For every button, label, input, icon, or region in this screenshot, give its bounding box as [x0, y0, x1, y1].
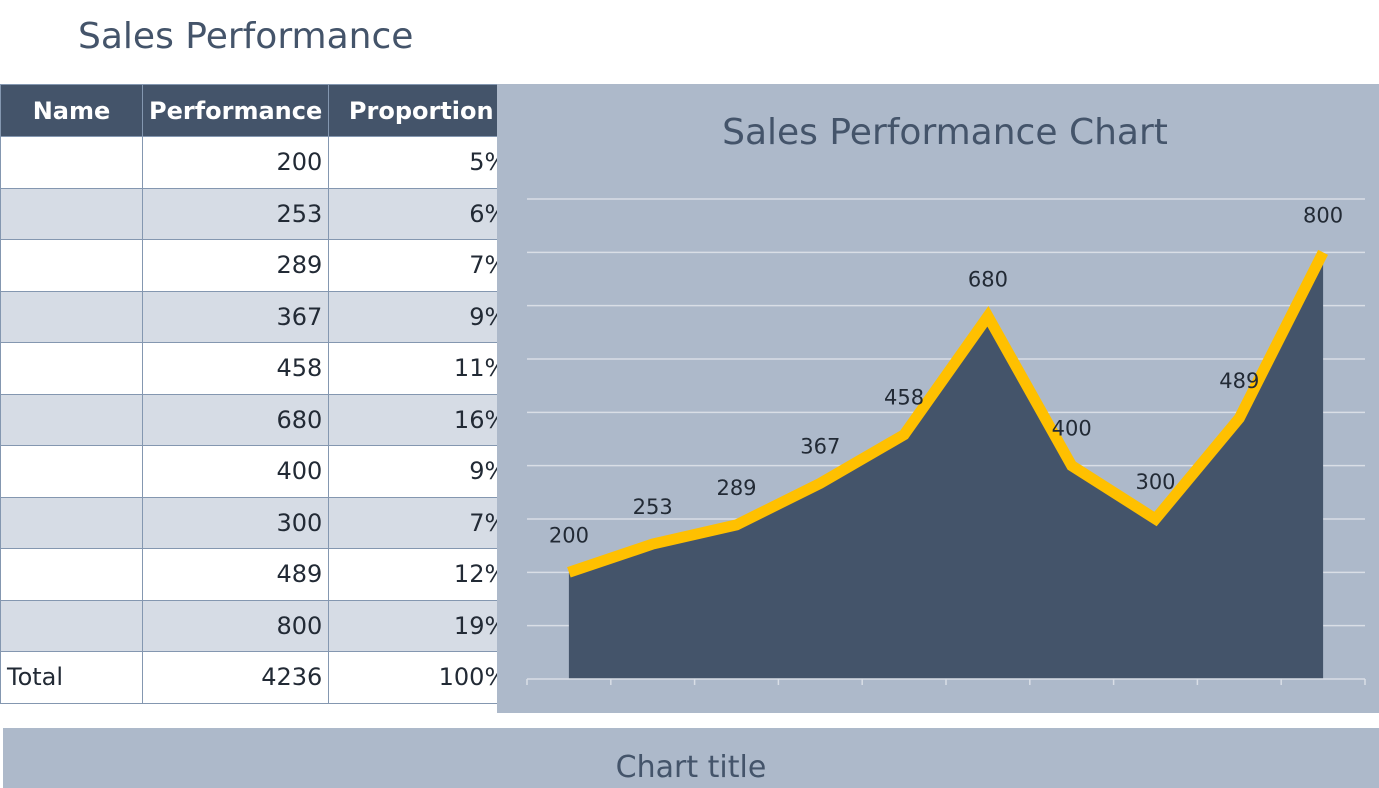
data-label: 367 [800, 434, 840, 458]
total-name[interactable]: Total [0, 651, 143, 704]
cell-name[interactable] [0, 496, 143, 549]
second-chart-title: Chart title [615, 750, 767, 785]
cell-name[interactable] [0, 136, 143, 189]
chart-canvas: Sales Performance Chart 200 253 289 367 458 68… [526, 112, 1366, 685]
table-header-row: Name Performance Proportion [0, 84, 515, 137]
table-row: 680 16% [0, 393, 515, 446]
cell-performance[interactable]: 400 [141, 445, 330, 498]
cell-name[interactable] [0, 548, 143, 601]
header-proportion[interactable]: Proportion [328, 84, 515, 137]
cell-name[interactable] [0, 187, 143, 240]
data-label: 458 [884, 386, 924, 410]
cell-performance[interactable]: 680 [141, 393, 330, 446]
cell-proportion[interactable]: 6% [328, 187, 515, 240]
table-row: 489 12% [0, 548, 515, 601]
table-row: 200 5% [0, 136, 515, 189]
area-series [568, 252, 1324, 680]
second-chart[interactable]: Chart title [3, 728, 1379, 788]
chart-title: Sales Performance Chart [722, 112, 1168, 153]
table-row: 458 11% [0, 342, 515, 395]
cell-proportion[interactable]: 7% [328, 239, 515, 292]
cell-name[interactable] [0, 290, 143, 343]
cell-performance[interactable]: 300 [141, 496, 330, 549]
total-proportion[interactable]: 100% [328, 651, 515, 704]
cell-proportion[interactable]: 9% [328, 290, 515, 343]
line-series [567, 249, 1329, 578]
sheet-title: Sales Performance [78, 16, 414, 57]
table-row: 400 9% [0, 445, 515, 498]
header-performance[interactable]: Performance [141, 84, 330, 137]
cell-proportion[interactable]: 19% [328, 599, 515, 652]
cell-proportion[interactable]: 16% [328, 393, 515, 446]
data-label: 300 [1135, 470, 1175, 494]
cell-performance[interactable]: 800 [141, 599, 330, 652]
cell-name[interactable] [0, 445, 143, 498]
cell-performance[interactable]: 489 [141, 548, 330, 601]
data-label: 200 [549, 523, 589, 547]
header-name[interactable]: Name [0, 84, 143, 137]
data-label: 800 [1303, 203, 1343, 227]
sales-performance-chart[interactable]: Sales Performance Chart 200 253 289 367 458 68… [497, 84, 1379, 713]
total-row: Total 4236 100% [0, 651, 515, 704]
cell-name[interactable] [0, 239, 143, 292]
cell-performance[interactable]: 253 [141, 187, 330, 240]
data-label: 400 [1052, 417, 1092, 441]
table-row: 253 6% [0, 187, 515, 240]
table-row: 800 19% [0, 599, 515, 652]
sales-table: Name Performance Proportion 200 5% 253 6% 28… [0, 84, 515, 704]
cell-performance[interactable]: 367 [141, 290, 330, 343]
total-performance[interactable]: 4236 [141, 651, 330, 704]
table-row: 367 9% [0, 290, 515, 343]
data-label: 680 [968, 267, 1008, 291]
cell-name[interactable] [0, 393, 143, 446]
cell-proportion[interactable]: 9% [328, 445, 515, 498]
cell-name[interactable] [0, 342, 143, 395]
data-label: 489 [1219, 369, 1259, 393]
cell-proportion[interactable]: 7% [328, 496, 515, 549]
cell-performance[interactable]: 289 [141, 239, 330, 292]
data-label: 289 [716, 476, 756, 500]
cell-proportion[interactable]: 5% [328, 136, 515, 189]
cell-proportion[interactable]: 11% [328, 342, 515, 395]
table-row: 300 7% [0, 496, 515, 549]
table-row: 289 7% [0, 239, 515, 292]
cell-proportion[interactable]: 12% [328, 548, 515, 601]
cell-name[interactable] [0, 599, 143, 652]
cell-performance[interactable]: 458 [141, 342, 330, 395]
data-label: 253 [633, 495, 673, 519]
cell-performance[interactable]: 200 [141, 136, 330, 189]
